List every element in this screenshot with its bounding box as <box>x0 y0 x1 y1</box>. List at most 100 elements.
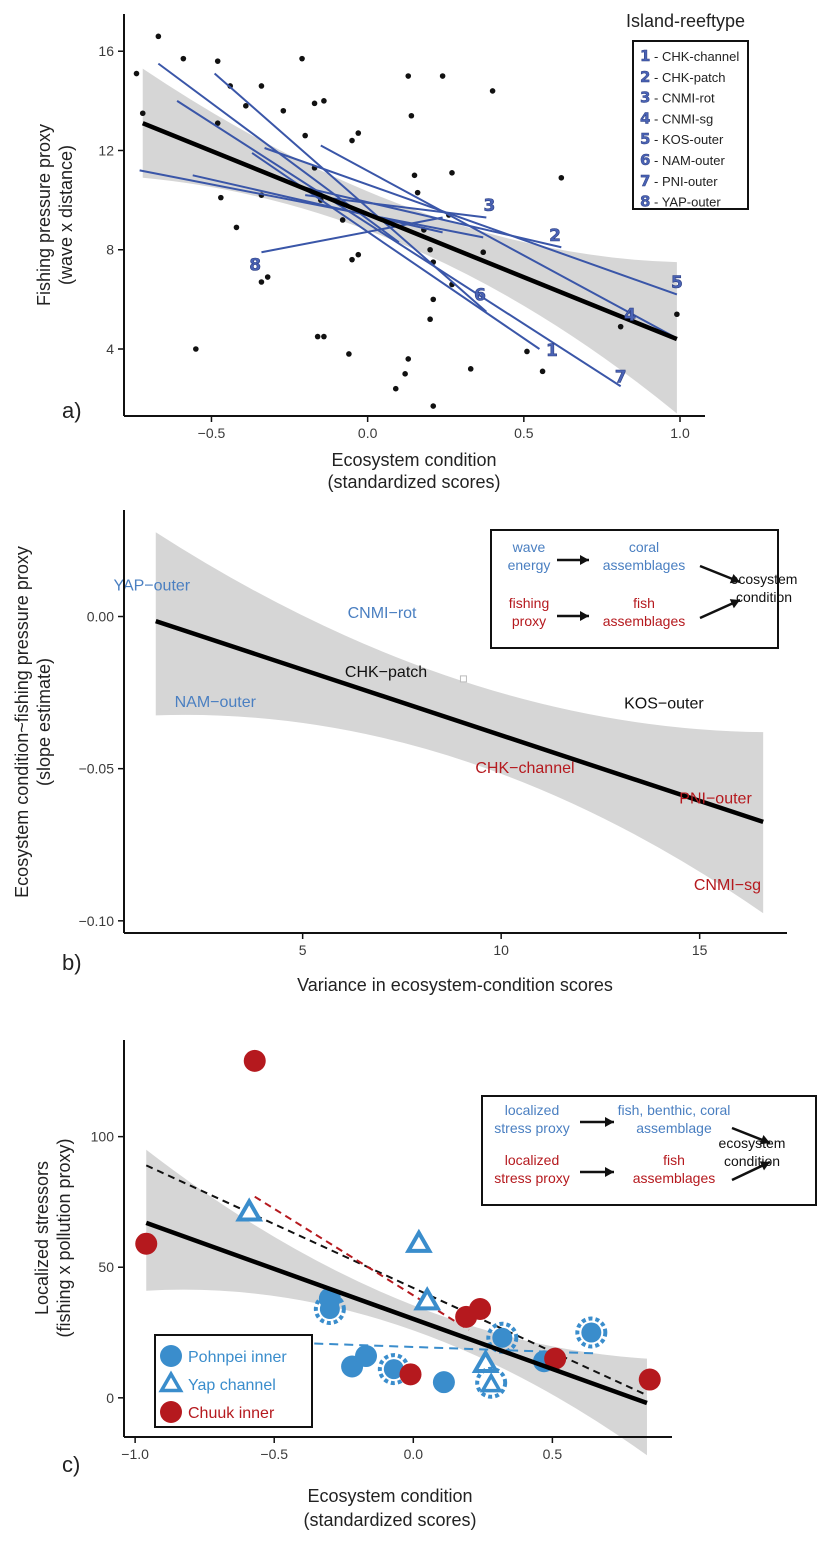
b-y-axis-label-line: (slope estimate) <box>34 658 54 786</box>
a-site-line <box>320 144 675 338</box>
b-site-label: CHK−channel <box>475 760 574 777</box>
a-data-point <box>430 403 437 409</box>
c-x-tick-label: 0.0 <box>404 1446 424 1462</box>
a-x-axis-label: Ecosystem condition (standardized scores) <box>327 450 500 492</box>
c-flow-right: ecosystem condition <box>719 1135 786 1169</box>
a-legend-label: - YAP-outer <box>654 195 721 210</box>
a-data-point <box>524 348 530 355</box>
a-legend-label: - CHK-channel <box>654 49 739 64</box>
b-site-label: CNMI−sg <box>694 877 761 894</box>
b-flow-box <box>490 529 779 649</box>
b-y-axis-label: Ecosystem condition~fishing pressure pro… <box>12 546 54 898</box>
c-yap-point <box>404 1228 433 1253</box>
a-legend-label: - CNMI-sg <box>654 111 713 126</box>
a-data-point <box>314 333 321 340</box>
c-y-tick-label: 100 <box>91 1129 115 1145</box>
a-data-point <box>180 55 187 62</box>
a-data-point <box>355 130 362 136</box>
b-flow-right-line: ecosystem <box>731 571 798 587</box>
a-data-point <box>427 316 433 323</box>
c-y-axis-label-line: (fishing x pollution proxy) <box>54 1138 74 1337</box>
b-site-label: PNI−outer <box>679 791 752 808</box>
a-site-line <box>192 174 443 234</box>
c-pohnpei-point <box>355 1345 378 1368</box>
b-panel-letter: b) <box>62 950 82 975</box>
a-legend-label: - KOS-outer <box>654 132 724 147</box>
a-data-point <box>405 356 412 362</box>
a-legend-label: - CNMI-rot <box>654 91 715 106</box>
a-site-number-label: 2 <box>549 226 561 246</box>
b-site-label: NAM−outer <box>175 694 257 711</box>
c-y-tick-label: 50 <box>98 1259 114 1275</box>
c-panel-letter: c) <box>62 1452 80 1477</box>
c-legend-symbol <box>160 1345 182 1367</box>
c-x-axis-label: Ecosystem condition (standardized scores) <box>303 1486 476 1530</box>
c-yap-dashed-ring <box>475 1366 508 1399</box>
a-legend-box <box>632 40 749 210</box>
a-legend-number: 3 <box>640 89 650 107</box>
c-legend-label: Yap channel <box>188 1377 276 1394</box>
a-data-point <box>311 100 318 107</box>
a-data-point <box>489 88 496 94</box>
b-flow-arrow-right-head <box>729 574 740 584</box>
a-data-point <box>133 70 140 77</box>
a-site-number-label: 7 <box>615 367 627 387</box>
a-data-point <box>439 73 446 79</box>
a-y-tick-label: 12 <box>98 142 114 158</box>
a-legend-label: - NAM-outer <box>654 153 725 168</box>
c-overall-fit-line <box>145 1220 648 1406</box>
b-x-tick-label: 15 <box>692 942 708 958</box>
a-site-number-label: 6 <box>474 285 486 305</box>
a-site-line <box>139 169 484 239</box>
b-flow-mid-line: assemblages <box>603 613 686 629</box>
c-chuuk-point <box>135 1232 158 1255</box>
a-data-point <box>339 217 346 223</box>
b-flow-mid-line: fish <box>633 595 655 611</box>
c-flow-left-line: stress proxy <box>494 1120 569 1136</box>
b-flow-arrow-head <box>580 555 589 565</box>
a-x-axis-label-line: Ecosystem condition <box>331 450 496 470</box>
a-data-point <box>402 371 408 377</box>
a-legend-number: 4 <box>640 109 650 127</box>
a-data-point <box>617 323 624 330</box>
a-data-point <box>243 103 249 109</box>
a-panel-letter: a) <box>62 398 82 423</box>
b-site-label: KOS−outer <box>624 695 704 712</box>
b-flow-left: wave energy <box>508 539 551 573</box>
c-confidence-band <box>146 1149 647 1456</box>
a-x-tick-label: 0.0 <box>358 425 378 441</box>
c-flow-mid: fish, benthic, coral assemblage <box>618 1102 731 1136</box>
a-x-tick-label: 1.0 <box>670 425 690 441</box>
c-flow-left: localized stress proxy <box>494 1102 569 1136</box>
a-site-number-label: 3 <box>484 196 496 216</box>
a-data-point <box>674 311 680 318</box>
c-legend-label: Chuuk inner <box>188 1405 275 1422</box>
a-data-point <box>214 120 221 126</box>
b-y-tick-label: 0.00 <box>87 609 114 625</box>
c-x-tick-label: 0.5 <box>543 1446 563 1462</box>
panel-b: YAP−outer CNMI−rot CHK−patch NAM−outer KOS−o… <box>12 510 797 995</box>
c-chuuk-point <box>243 1049 266 1072</box>
b-x-tick-label: 5 <box>299 942 307 958</box>
c-x-axis-label-line: Ecosystem condition <box>307 1486 472 1506</box>
a-data-point <box>414 189 421 196</box>
a-data-point <box>321 98 327 104</box>
a-data-point <box>264 274 271 280</box>
a-overall-fit-line <box>141 121 678 342</box>
c-pohnpei-dashed-point <box>383 1359 404 1380</box>
a-site-line <box>213 72 488 313</box>
c-yap-point <box>413 1286 442 1311</box>
a-data-point <box>467 366 474 372</box>
a-y-tick-label: 8 <box>106 242 114 258</box>
a-data-point <box>280 107 287 114</box>
c-y-axis-label: Localized stressors (fishing x pollution … <box>32 1138 74 1337</box>
a-data-point <box>392 385 399 392</box>
a-data-point <box>258 83 265 89</box>
c-flow-left-line: localized <box>505 1102 559 1118</box>
b-flow-mid: fish assemblages <box>603 595 686 629</box>
b-flow-right-line: condition <box>736 589 792 605</box>
b-marker <box>459 675 467 683</box>
a-data-point <box>558 174 565 181</box>
c-flow-right-line: ecosystem <box>719 1135 786 1151</box>
a-data-point <box>427 246 433 253</box>
